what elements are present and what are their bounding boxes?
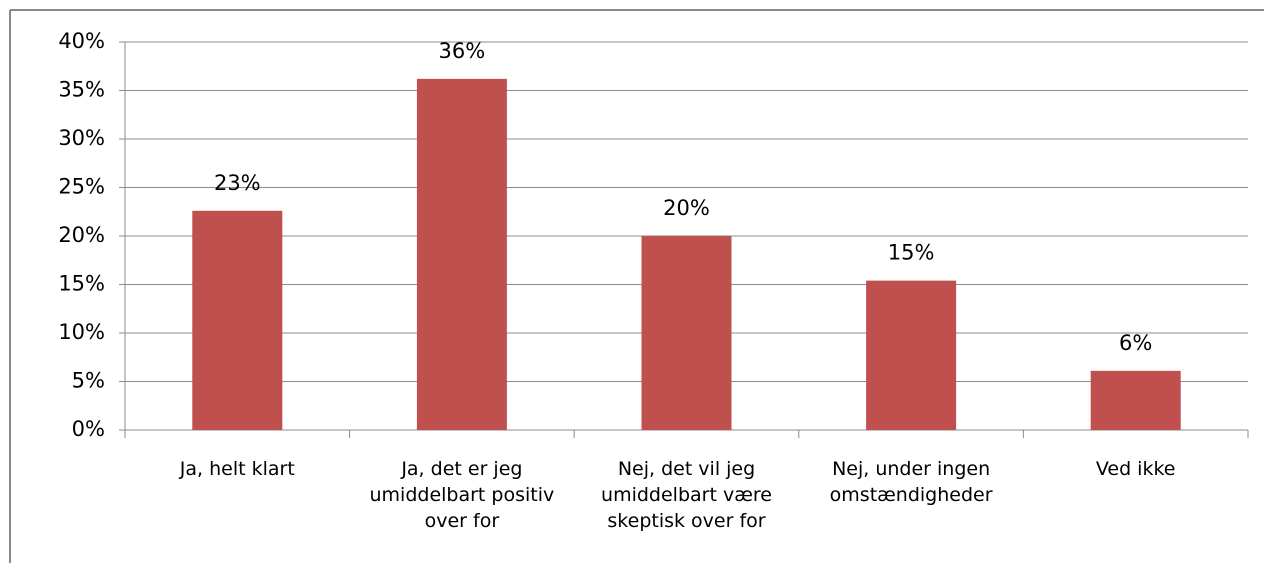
- y-tick-label: 0%: [72, 417, 105, 441]
- data-label: 15%: [888, 241, 935, 265]
- data-label: 20%: [663, 196, 710, 220]
- data-label: 23%: [214, 171, 261, 195]
- bar: [1090, 370, 1181, 430]
- data-label: 36%: [439, 39, 486, 63]
- x-tick-label: Ja, det er jeg umiddelbart positiv over …: [369, 458, 555, 532]
- bar: [416, 78, 507, 431]
- y-tick-label: 10%: [58, 320, 105, 344]
- x-tick-label: Ja, helt klart: [179, 458, 295, 480]
- bar: [866, 280, 957, 430]
- x-tick-label: Nej, under ingen omstændigheder: [829, 458, 993, 506]
- y-tick-label: 5%: [72, 369, 105, 393]
- y-tick-label: 15%: [58, 272, 105, 296]
- y-tick-label: 25%: [58, 175, 105, 199]
- y-tick-label: 20%: [58, 223, 105, 247]
- y-tick-label: 35%: [58, 78, 105, 102]
- x-tick-label: Ved ikke: [1095, 458, 1176, 480]
- y-tick-label: 30%: [58, 126, 105, 150]
- bar: [192, 210, 283, 430]
- x-tick-label: Nej, det vil jeg umiddelbart være skepti…: [601, 458, 772, 532]
- y-tick-label: 40%: [58, 29, 105, 53]
- data-label: 6%: [1119, 331, 1152, 355]
- bar: [641, 236, 732, 430]
